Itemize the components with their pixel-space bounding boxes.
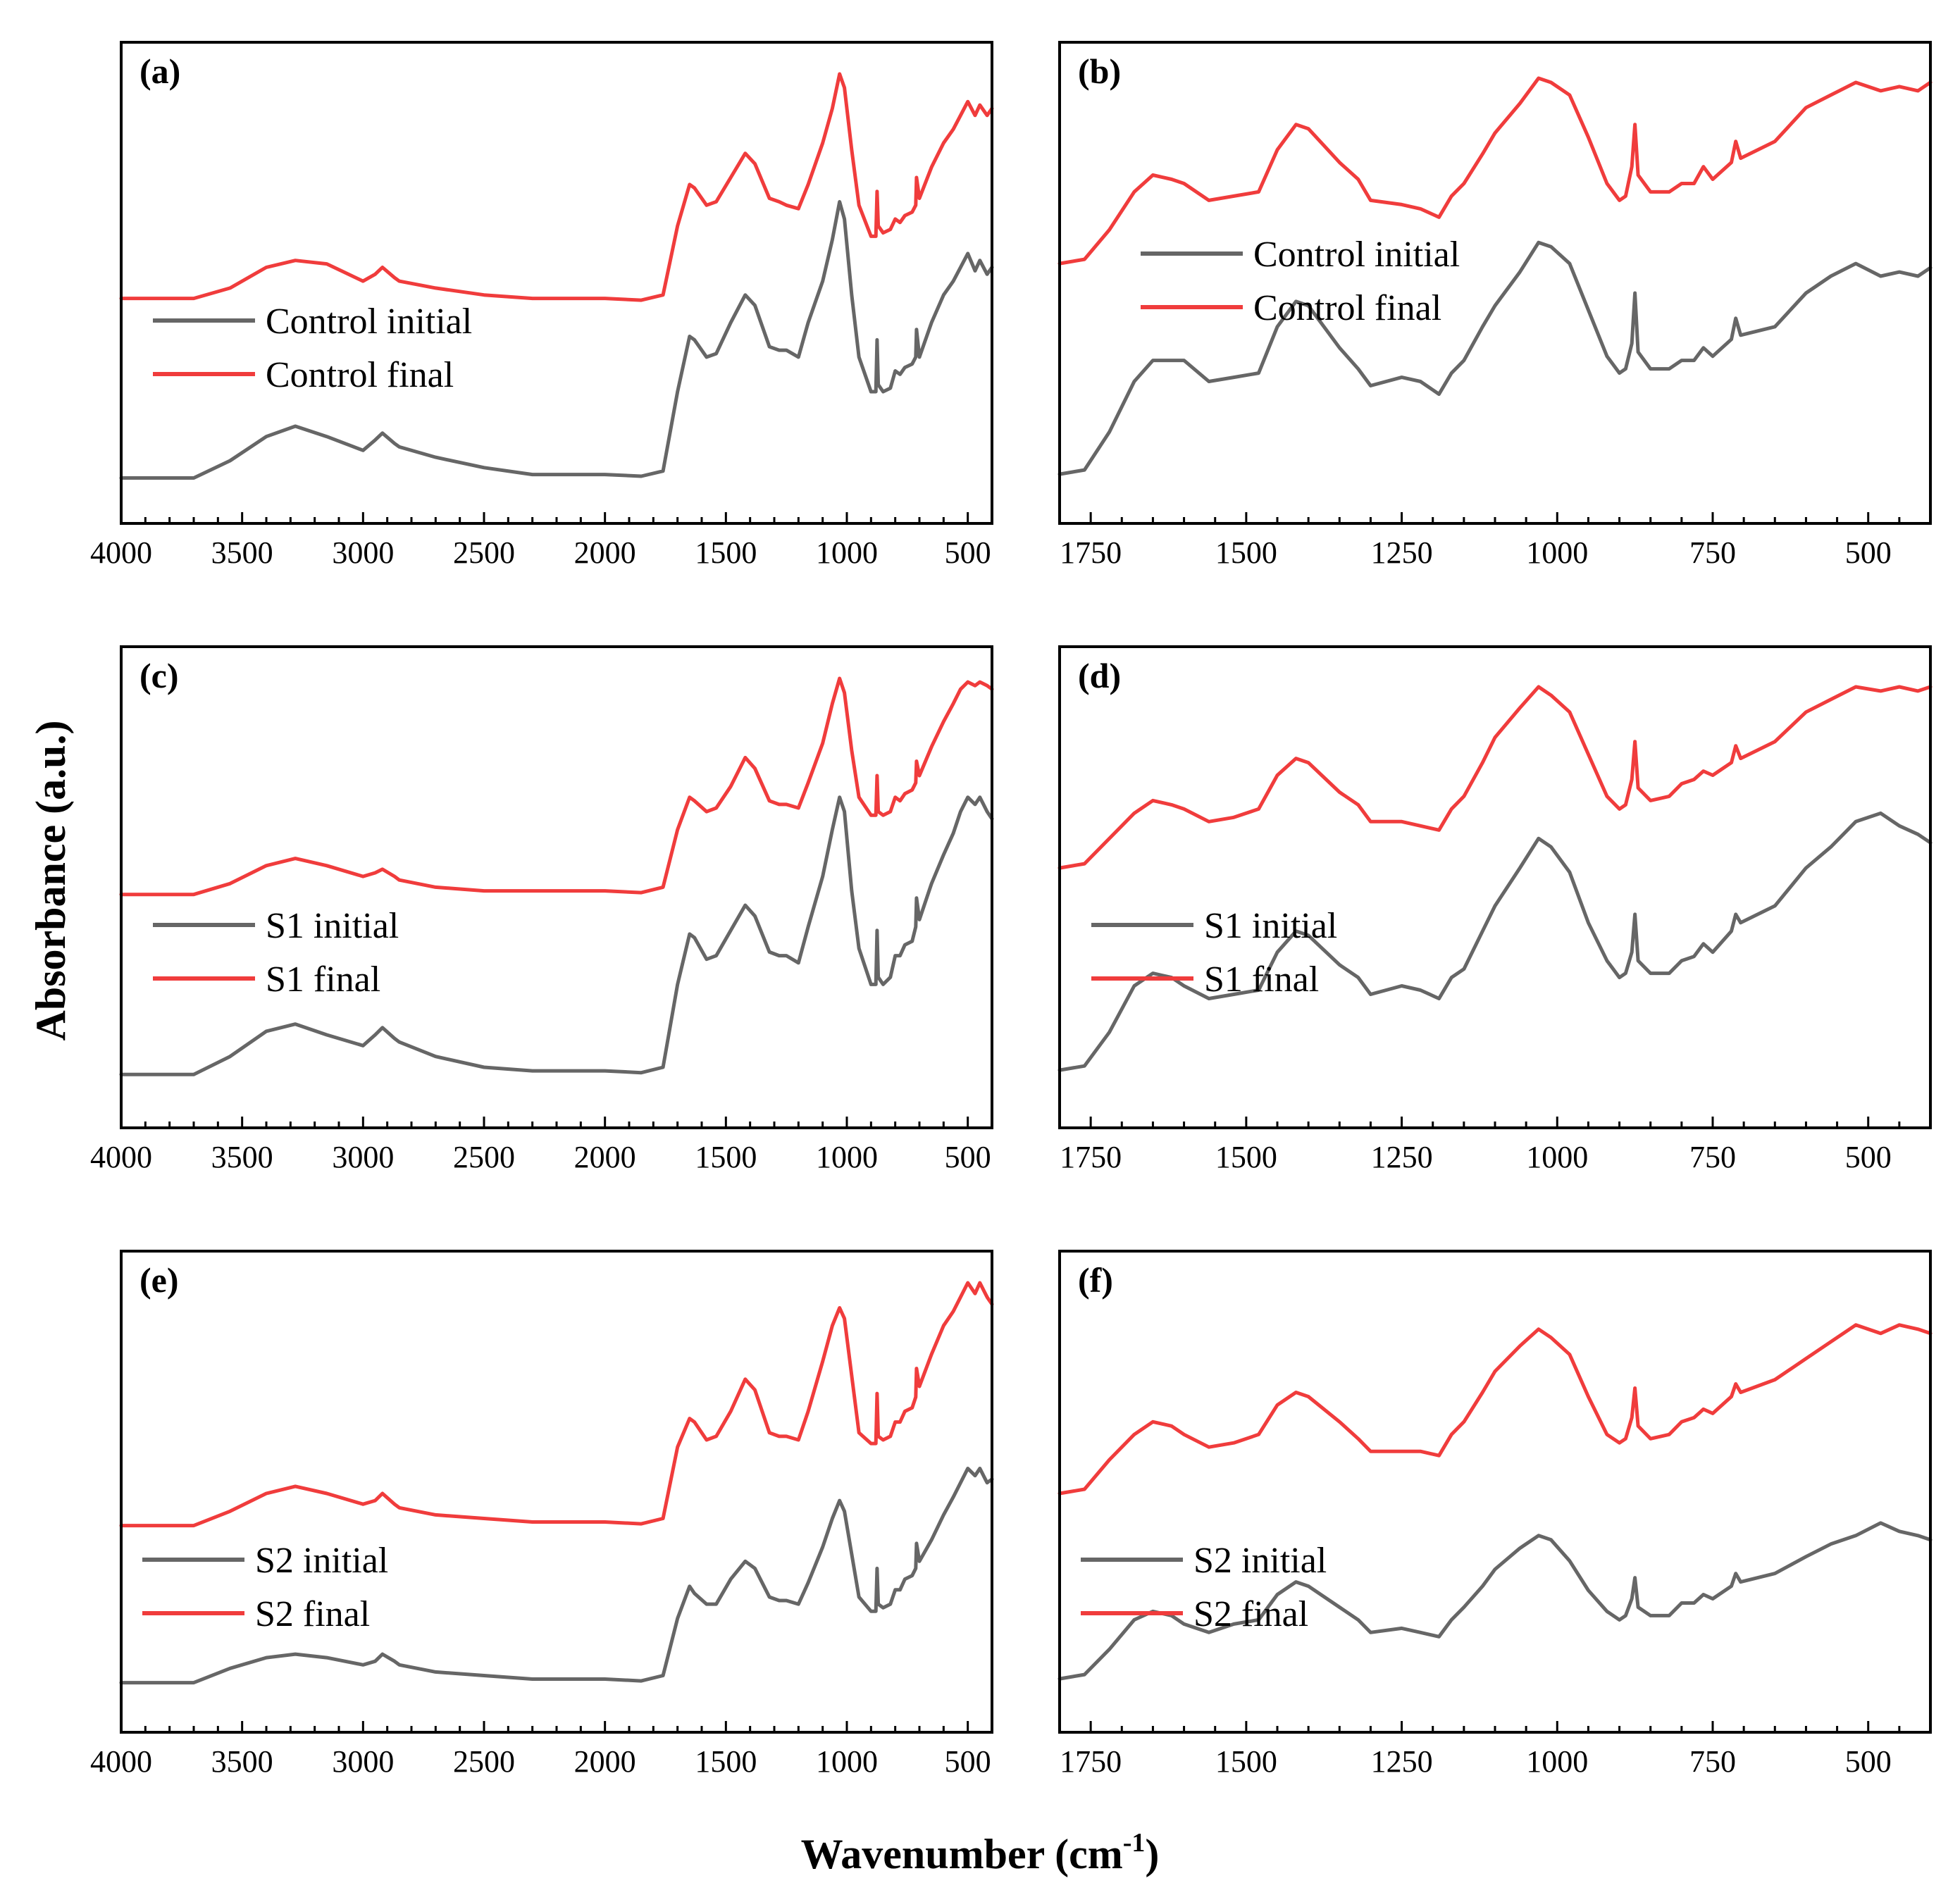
x-tick-label-b: 1750	[1060, 535, 1122, 570]
x-tick-label-f: 1000	[1526, 1744, 1588, 1779]
x-tick-label-a: 500	[945, 535, 991, 570]
x-tick-label-a: 3500	[211, 535, 273, 570]
legend-label-initial: S2 initial	[1193, 1541, 1327, 1581]
series-line-initial-f	[1057, 1521, 1933, 1681]
x-axis-title: Wavenumber (cm-1)	[801, 1828, 1160, 1877]
panel-label-e: (e)	[139, 1260, 179, 1300]
chart-panel-f: 1750 1500 1250 1000 750 500 (f) S2 initial S2 fi…	[1057, 1250, 1933, 1779]
x-tick-label-d: 750	[1689, 1140, 1736, 1174]
x-tick-label-a: 2000	[574, 535, 636, 570]
legend-label-initial: S2 initial	[255, 1541, 388, 1581]
chart-panel-d: 1750 1500 1250 1000 750 500 (d) S1 initial S1 fi…	[1057, 645, 1933, 1174]
x-axis-title-main: Wavenumber (cm	[801, 1831, 1123, 1877]
x-tick-label-a: 2500	[453, 535, 515, 570]
series-line-initial-c	[119, 795, 994, 1076]
x-tick-label-e: 4000	[90, 1744, 152, 1779]
x-tick-label-f: 750	[1689, 1744, 1736, 1779]
series-line-initial-b	[1057, 240, 1933, 476]
x-tick-label-b: 1000	[1526, 535, 1588, 570]
legend-d: S1 initial S1 final	[1091, 906, 1337, 1000]
series-line-final-d	[1057, 685, 1933, 870]
legend-b: Control initial Control final	[1141, 235, 1460, 328]
x-tick-label-d: 1750	[1060, 1140, 1122, 1174]
x-tick-label-b: 500	[1845, 535, 1892, 570]
legend-f: S2 initial S2 final	[1081, 1541, 1327, 1634]
x-tick-label-e: 3500	[211, 1744, 273, 1779]
x-tick-label-c: 500	[945, 1140, 991, 1174]
y-axis-title: Absorbance (a.u.)	[27, 720, 74, 1040]
legend-label-initial: Control initial	[1253, 235, 1460, 275]
legend-label-final: S1 final	[266, 959, 380, 1000]
chart-panel-c: 4000 3500 3000 2500 2000 1500 1000 500 (c) S1 ini…	[90, 645, 994, 1174]
legend-label-final: Control final	[266, 355, 454, 395]
legend-e: S2 initial S2 final	[142, 1541, 388, 1634]
legend-label-final: S2 final	[255, 1594, 370, 1634]
legend-label-initial: S1 initial	[266, 906, 399, 946]
x-tick-label-d: 1000	[1526, 1140, 1588, 1174]
series-line-final-b	[1057, 76, 1933, 266]
x-tick-label-b: 750	[1689, 535, 1736, 570]
legend-c: S1 initial S1 final	[153, 906, 399, 1000]
chart-panel-b: 1750 1500 1250 1000 750 500 (b) Control initial…	[1057, 41, 1933, 570]
series-line-initial-e	[119, 1467, 994, 1685]
x-tick-label-f: 1500	[1215, 1744, 1277, 1779]
legend-label-initial: Control initial	[266, 302, 472, 342]
x-tick-label-c: 2500	[453, 1140, 515, 1174]
panel-label-f: (f)	[1078, 1260, 1113, 1300]
x-tick-label-b: 1500	[1215, 535, 1277, 570]
x-tick-label-e: 2000	[574, 1744, 636, 1779]
x-tick-label-a: 1500	[695, 535, 757, 570]
panels: 4000 3500 3000 2500 2000 1500 1000 500 (a) Contro…	[90, 41, 1933, 1779]
x-tick-label-e: 3000	[332, 1744, 394, 1779]
panel-label-c: (c)	[139, 656, 179, 695]
x-tick-label-a: 1000	[816, 535, 878, 570]
legend-label-final: S1 final	[1204, 959, 1319, 1000]
x-tick-label-e: 1000	[816, 1744, 878, 1779]
x-tick-label-a: 4000	[90, 535, 152, 570]
x-tick-label-f: 1750	[1060, 1744, 1122, 1779]
x-tick-label-e: 2500	[453, 1744, 515, 1779]
series-line-final-e	[119, 1281, 994, 1528]
x-tick-label-d: 1250	[1371, 1140, 1433, 1174]
x-tick-label-a: 3000	[332, 535, 394, 570]
series-line-final-c	[119, 676, 994, 897]
x-tick-label-e: 500	[945, 1744, 991, 1779]
x-axis-title-superscript: -1	[1123, 1828, 1146, 1858]
panel-label-b: (b)	[1078, 51, 1121, 91]
x-tick-label-e: 1500	[695, 1744, 757, 1779]
x-tick-label-f: 1250	[1371, 1744, 1433, 1779]
series-line-initial-a	[119, 199, 994, 480]
x-tick-label-c: 4000	[90, 1140, 152, 1174]
chart-panel-a: 4000 3500 3000 2500 2000 1500 1000 500 (a) Contro…	[90, 41, 994, 570]
x-tick-label-d: 500	[1845, 1140, 1892, 1174]
chart-panel-e: 4000 3500 3000 2500 2000 1500 1000 500 (e) S2 ini…	[90, 1250, 994, 1779]
x-tick-label-b: 1250	[1371, 535, 1433, 570]
x-axis-title-close: )	[1145, 1831, 1159, 1877]
legend-label-final: Control final	[1253, 288, 1441, 328]
panel-label-a: (a)	[139, 51, 180, 91]
legend-label-initial: S1 initial	[1204, 906, 1337, 946]
legend-a: Control initial Control final	[153, 302, 472, 395]
x-tick-label-c: 1500	[695, 1140, 757, 1174]
panel-label-d: (d)	[1078, 656, 1121, 695]
x-tick-label-d: 1500	[1215, 1140, 1277, 1174]
x-tick-label-f: 500	[1845, 1744, 1892, 1779]
x-tick-label-c: 2000	[574, 1140, 636, 1174]
x-tick-label-c: 3000	[332, 1140, 394, 1174]
x-tick-label-c: 1000	[816, 1140, 878, 1174]
series-line-final-a	[119, 72, 994, 302]
series-line-initial-d	[1057, 811, 1933, 1072]
x-tick-label-c: 3500	[211, 1140, 273, 1174]
legend-label-final: S2 final	[1193, 1594, 1308, 1634]
series-line-final-f	[1057, 1323, 1933, 1496]
